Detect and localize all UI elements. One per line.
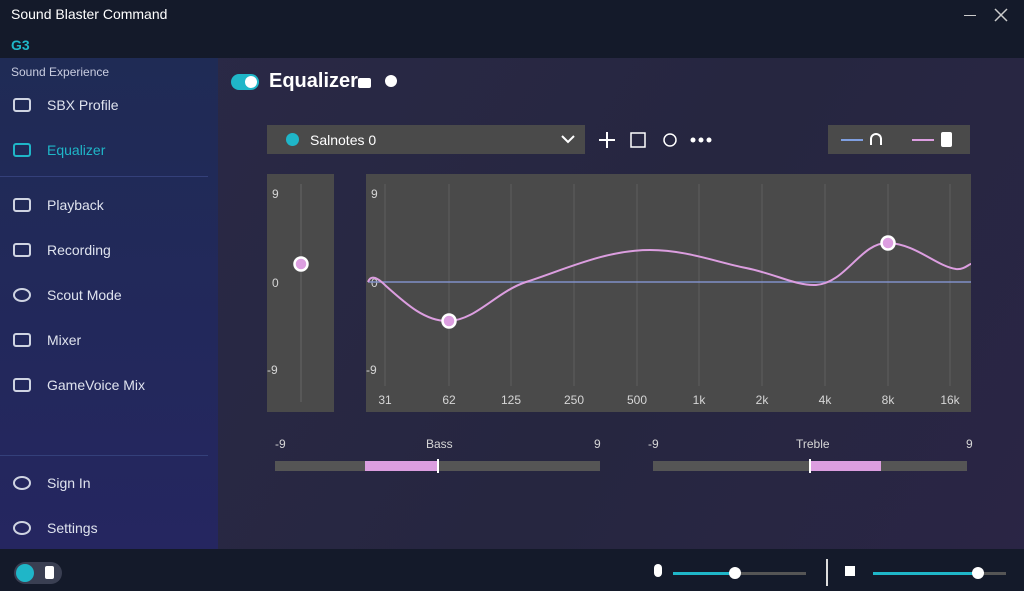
treble-min: -9 [648, 437, 659, 451]
band-label: 62 [442, 393, 456, 407]
band-label: 4k [819, 393, 833, 407]
axis-label: 0 [371, 276, 378, 290]
title-bar: Sound Blaster Command G3 [0, 0, 1024, 58]
nav-icon [13, 198, 31, 212]
mic-volume-fill [673, 572, 735, 575]
info-icon[interactable] [385, 75, 397, 87]
eq-handle[interactable] [441, 313, 457, 329]
page-title: Equalizer [269, 70, 358, 92]
nav-item[interactable]: GameVoice Mix [47, 377, 146, 393]
nav-item[interactable]: Mixer [47, 332, 82, 348]
nav-icon [13, 143, 31, 157]
bass-min: -9 [275, 437, 286, 451]
band-label: 8k [882, 393, 896, 407]
axis-label: 9 [371, 187, 378, 201]
device-name: G3 [11, 37, 30, 53]
band-label: 16k [940, 393, 960, 407]
bass-label: Bass [426, 437, 453, 451]
eq-handle[interactable] [880, 235, 896, 251]
nav-item[interactable]: Recording [47, 242, 111, 258]
headphone-icon[interactable] [870, 133, 882, 145]
axis-label: -9 [366, 363, 377, 377]
treble-fill [810, 461, 881, 471]
dropdown-arrow [561, 135, 575, 144]
speaker-volume-handle[interactable] [972, 567, 984, 579]
eq-graph: 9 0 -9 31 62 125 250 500 1k 2k 4k 8k 16k [366, 174, 971, 412]
axis-label: 9 [272, 187, 279, 201]
headphone-option [16, 564, 34, 582]
preamp-handle[interactable] [293, 256, 309, 272]
nav-icon [13, 476, 31, 490]
nav-item[interactable]: SBX Profile [47, 97, 119, 113]
speaker-volume-fill [873, 572, 978, 575]
treble-handle[interactable] [809, 459, 811, 473]
band-label: 2k [756, 393, 770, 407]
nav-icon [13, 243, 31, 257]
treble-max: 9 [966, 437, 973, 451]
nav-item[interactable]: Scout Mode [47, 287, 122, 303]
preset-actions[interactable] [596, 129, 716, 151]
speaker-icon[interactable] [941, 132, 952, 147]
nav-icon [13, 521, 31, 535]
band-label: 1k [693, 393, 707, 407]
app-title: Sound Blaster Command [11, 6, 168, 22]
legend-line-speakers [912, 139, 934, 141]
bass-fill [365, 461, 438, 471]
grid [384, 184, 951, 386]
treble-label: Treble [796, 437, 830, 451]
mic-icon [654, 564, 662, 577]
output-switch[interactable] [14, 562, 62, 584]
nav-icon [13, 98, 31, 112]
bottom-bar [0, 549, 1024, 591]
axis-label: 0 [272, 276, 279, 290]
minimize-button[interactable] [964, 15, 976, 16]
preamp-panel: 9 0 -9 [267, 174, 334, 412]
toggle[interactable] [231, 74, 259, 90]
band-label: 125 [501, 393, 521, 407]
separator [0, 455, 208, 456]
legend-line-headphones [841, 139, 863, 141]
bass-max: 9 [594, 437, 601, 451]
speaker-volume-icon [845, 566, 855, 576]
preset-name: Salnotes 0 [310, 132, 377, 148]
nav-item[interactable]: Settings [47, 520, 98, 536]
band-label: 31 [378, 393, 392, 407]
nav-icon [13, 378, 31, 392]
nav-icon [13, 288, 31, 302]
band-label: 500 [627, 393, 647, 407]
nav-icon [13, 333, 31, 347]
speaker-curve [367, 241, 971, 323]
nav-item[interactable]: Playback [47, 197, 104, 213]
nav-item[interactable]: Sign In [47, 475, 91, 491]
separator [0, 176, 208, 177]
preset-icon [286, 133, 299, 146]
preset-dropdown[interactable]: Salnotes 0 [267, 125, 585, 154]
section-label: Sound Experience [11, 65, 110, 79]
axis-label: -9 [267, 363, 278, 377]
speaker-option [45, 566, 54, 579]
nav-item-active[interactable]: Equalizer [47, 142, 106, 158]
sidebar: Sound Experience SBX Profile Equalizer P… [0, 58, 218, 549]
close-button[interactable] [994, 8, 1008, 22]
band-label: 250 [564, 393, 584, 407]
divider [826, 559, 828, 586]
mic-volume-handle[interactable] [729, 567, 741, 579]
toggle-knob [245, 76, 257, 88]
legend-box [828, 125, 970, 154]
lock-icon[interactable] [358, 78, 371, 88]
bass-handle[interactable] [437, 459, 439, 473]
